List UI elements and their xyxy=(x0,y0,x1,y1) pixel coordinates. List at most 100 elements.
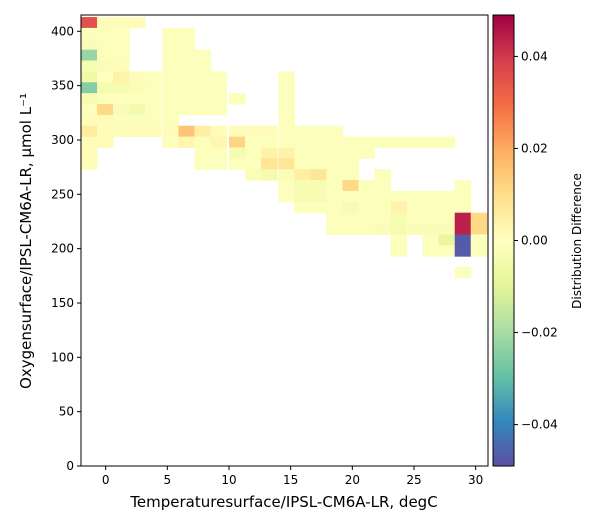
heatmap-cell xyxy=(162,104,179,116)
y-tick-label: 200 xyxy=(51,242,74,256)
heatmap-cell xyxy=(358,136,376,148)
heatmap-cell xyxy=(454,190,472,203)
heatmap-cell xyxy=(406,190,424,203)
heatmap-cell xyxy=(310,125,327,138)
heatmap-cell xyxy=(178,104,195,116)
heatmap-cell xyxy=(454,201,472,214)
heatmap-cell xyxy=(326,190,343,203)
heatmap-cell xyxy=(81,114,98,127)
heatmap-cell xyxy=(162,71,179,83)
heatmap-cell xyxy=(145,71,162,83)
heatmap-cell xyxy=(422,223,440,235)
heatmap-cell xyxy=(470,223,488,235)
heatmap-cell xyxy=(210,93,228,105)
heatmap-cell xyxy=(229,125,246,138)
heatmap-cell xyxy=(194,125,212,138)
y-tick-label: 0 xyxy=(66,459,74,473)
heatmap-cell xyxy=(310,180,327,192)
heatmap-cell xyxy=(81,82,98,94)
heatmap-cell xyxy=(406,136,424,148)
heatmap-cell xyxy=(438,201,456,214)
y-tick-label: 50 xyxy=(59,405,74,419)
heatmap-cell xyxy=(97,27,114,40)
x-tick-label: 5 xyxy=(164,473,172,487)
plot-frame xyxy=(80,14,489,467)
heatmap-cell xyxy=(278,158,295,170)
colorbar-tick-label: 0.02 xyxy=(521,141,548,155)
heatmap-cell xyxy=(278,104,295,116)
heatmap-cell xyxy=(194,104,212,116)
heatmap-cell xyxy=(245,169,262,181)
heatmap-cell xyxy=(390,223,408,235)
heatmap-cell xyxy=(129,93,146,105)
heatmap-cell xyxy=(113,17,130,29)
heatmap-cell xyxy=(210,125,228,138)
heatmap-cell xyxy=(358,223,376,235)
heatmap-cell xyxy=(454,234,472,246)
heatmap-cell xyxy=(210,71,228,83)
heatmap-cell xyxy=(162,38,179,51)
colorbar-tick-label: −0.04 xyxy=(521,418,558,432)
heatmap-cell xyxy=(194,71,212,83)
y-tick-label: 400 xyxy=(51,24,74,38)
heatmap-cell xyxy=(406,223,424,235)
heatmap-cell xyxy=(81,147,98,159)
heatmap-cell xyxy=(310,147,327,159)
heatmap-cell xyxy=(81,125,98,138)
heatmap-cell xyxy=(342,212,360,225)
heatmap-cell xyxy=(81,71,98,83)
heatmap-cell xyxy=(162,93,179,105)
heatmap-cell xyxy=(97,17,114,29)
heatmap-cell xyxy=(342,201,360,214)
heatmap-cell xyxy=(113,60,130,72)
heatmap-cell xyxy=(358,201,376,214)
plot-area xyxy=(80,14,489,467)
heatmap-cell xyxy=(374,169,392,181)
heatmap-cell xyxy=(245,125,262,138)
heatmap-cell xyxy=(326,201,343,214)
heatmap-cell xyxy=(454,245,472,257)
x-tick-label: 15 xyxy=(283,473,298,487)
x-tick-label: 0 xyxy=(102,473,110,487)
x-tick-label: 30 xyxy=(468,473,483,487)
heatmap-cell xyxy=(178,93,195,105)
heatmap-cell xyxy=(113,82,130,94)
heatmap-cell xyxy=(145,104,162,116)
heatmap-cell xyxy=(294,169,311,181)
heatmap-cell xyxy=(81,93,98,105)
heatmap-cell xyxy=(113,125,130,138)
heatmap-cell xyxy=(390,201,408,214)
heatmap-cell xyxy=(358,212,376,225)
heatmap-cell xyxy=(97,82,114,94)
heatmap-cell xyxy=(358,147,376,159)
heatmap-cell xyxy=(194,158,212,170)
heatmap-cell xyxy=(470,245,488,257)
heatmap-cell xyxy=(129,104,146,116)
heatmap-cell xyxy=(342,223,360,235)
heatmap-cell xyxy=(294,136,311,148)
y-tick-label: 250 xyxy=(51,187,74,201)
heatmap-cell xyxy=(178,49,195,62)
colorbar-tick-label: −0.02 xyxy=(521,326,558,340)
heatmap-cell xyxy=(310,190,327,203)
heatmap-cell xyxy=(294,190,311,203)
heatmap-cell xyxy=(294,158,311,170)
heatmap-cell xyxy=(422,234,440,246)
heatmap-cell xyxy=(390,212,408,225)
heatmap-cell xyxy=(97,136,114,148)
heatmap-cell xyxy=(278,169,295,181)
heatmap-cell xyxy=(97,125,114,138)
heatmap-cell xyxy=(326,158,343,170)
heatmap-cell xyxy=(374,201,392,214)
heatmap-cell xyxy=(97,71,114,83)
heatmap-cell xyxy=(194,60,212,72)
heatmap-cell xyxy=(245,158,262,170)
heatmap-cell xyxy=(145,82,162,94)
y-tick-label: 300 xyxy=(51,133,74,147)
heatmap-cell xyxy=(278,136,295,148)
heatmap-cell xyxy=(194,82,212,94)
colorbar-tick-label: 0.04 xyxy=(521,49,548,63)
heatmap-cell xyxy=(81,38,98,51)
heatmap-cell xyxy=(129,125,146,138)
